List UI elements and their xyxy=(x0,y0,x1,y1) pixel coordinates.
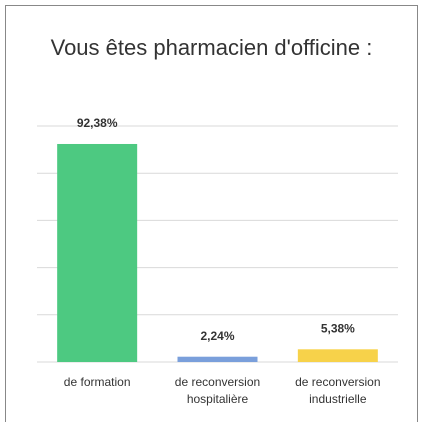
bar xyxy=(57,143,138,362)
value-label: 2,24% xyxy=(200,329,234,343)
bar xyxy=(177,356,258,362)
x-tick-label: de formation xyxy=(63,375,131,389)
x-tick-label: de reconversion hospitalière xyxy=(174,375,261,406)
chart-title: Vous êtes pharmacien d'officine : xyxy=(50,35,373,60)
value-label: 92,38% xyxy=(77,116,118,130)
value-label: 5,38% xyxy=(321,321,355,335)
x-tick-label: de reconversion industrielle xyxy=(295,375,381,406)
bar xyxy=(297,349,378,362)
frame xyxy=(5,5,418,422)
